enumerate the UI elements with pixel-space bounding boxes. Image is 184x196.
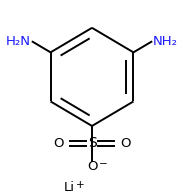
Text: O: O [53, 137, 64, 150]
Text: +: + [76, 180, 85, 190]
Text: O: O [87, 160, 97, 173]
Text: Li: Li [64, 181, 75, 194]
Text: H₂N: H₂N [6, 35, 31, 48]
Text: NH₂: NH₂ [153, 35, 178, 48]
Text: S: S [88, 136, 96, 150]
Text: −: − [99, 159, 107, 169]
Text: O: O [120, 137, 131, 150]
